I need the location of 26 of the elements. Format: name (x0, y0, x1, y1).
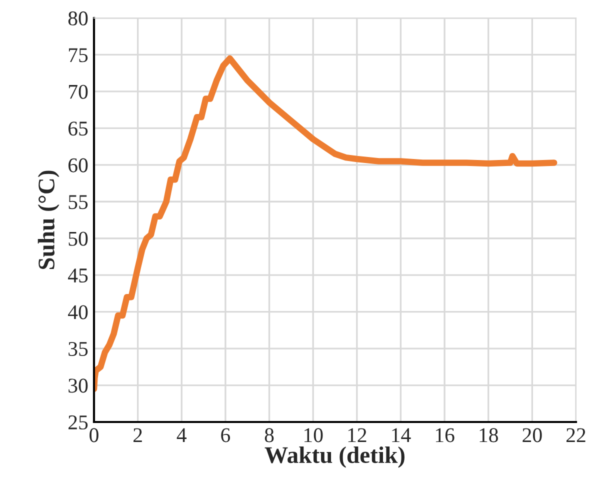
x-tick-label: 22 (566, 428, 586, 442)
y-tick-label: 75 (68, 48, 88, 62)
y-tick-label: 65 (68, 122, 88, 136)
x-tick-label: 0 (90, 428, 98, 442)
y-axis-title: Suhu (°C) (38, 170, 60, 270)
x-tick-label: 4 (176, 428, 187, 442)
y-tick-label: 40 (68, 305, 88, 320)
x-tick-label: 8 (264, 428, 274, 442)
x-tick-label: 20 (522, 428, 542, 442)
x-tick-label: 10 (304, 428, 323, 442)
y-tick-label: 45 (68, 268, 88, 283)
x-tick-label: 18 (480, 428, 498, 442)
x-axis-title: Waktu (detik) (264, 446, 404, 468)
y-tick-label: 55 (68, 195, 88, 210)
y-tick-label: 25 (68, 415, 88, 430)
x-tick-label: 12 (348, 428, 366, 442)
x-tick-label: 2 (134, 428, 142, 442)
x-tick-label: 14 (392, 428, 411, 442)
y-tick-label: 30 (68, 378, 88, 393)
y-tick-label: 60 (68, 158, 88, 172)
y-tick-label: 35 (68, 342, 88, 356)
x-tick-label: 16 (436, 428, 454, 442)
x-tick-label: 6 (221, 428, 230, 442)
y-tick-label: 70 (68, 84, 88, 99)
y-tick-label: 80 (68, 11, 88, 26)
y-tick-label: 50 (68, 232, 88, 246)
